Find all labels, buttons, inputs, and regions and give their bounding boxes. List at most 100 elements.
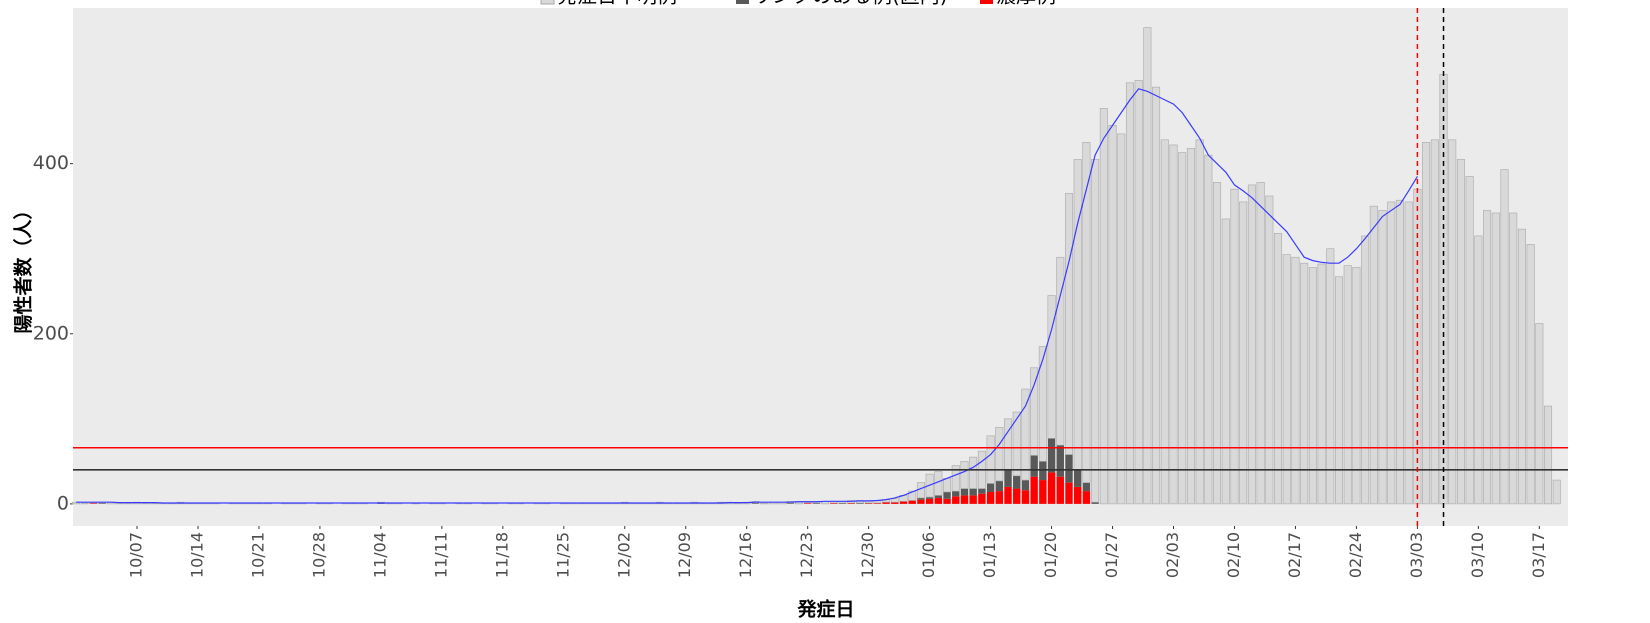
bar — [1004, 418, 1013, 471]
bar — [1239, 201, 1248, 505]
bar — [1039, 480, 1047, 504]
bar — [899, 501, 908, 504]
bar — [1247, 184, 1256, 505]
bar — [1021, 388, 1030, 481]
bar — [1152, 86, 1161, 505]
x-tick-label: 12/09 — [675, 532, 694, 578]
bar — [908, 490, 917, 501]
bar — [1544, 405, 1553, 505]
bar — [1004, 486, 1012, 504]
bar — [952, 496, 960, 504]
y-tick-label: 0 — [57, 492, 69, 514]
bar — [1552, 479, 1561, 505]
bar — [1021, 490, 1030, 504]
x-tick-label: 01/06 — [919, 532, 938, 578]
bar — [890, 498, 899, 503]
bar — [830, 503, 838, 504]
bar — [1282, 254, 1291, 505]
bar — [1204, 154, 1213, 505]
bar — [1535, 323, 1544, 505]
bar — [1378, 210, 1387, 505]
bar — [925, 498, 934, 504]
bar — [1352, 267, 1361, 505]
bar — [1117, 133, 1126, 505]
bar — [751, 503, 760, 504]
bar — [1491, 212, 1500, 505]
bars — [72, 27, 1561, 505]
bar — [1134, 79, 1143, 505]
legend-label: 発症日不明例 — [557, 0, 677, 8]
legend-swatch — [736, 0, 749, 4]
bar — [760, 502, 769, 505]
bar — [1517, 228, 1526, 505]
bar — [1256, 182, 1265, 505]
bar — [986, 491, 995, 504]
bar — [864, 501, 873, 504]
bar — [1091, 159, 1100, 503]
bar — [1509, 212, 1518, 505]
bar — [1456, 159, 1465, 505]
bar — [1369, 205, 1378, 505]
bar — [786, 503, 794, 504]
bar — [995, 480, 1004, 492]
legend-label: 濃厚例 — [996, 0, 1056, 8]
bar — [1021, 480, 1030, 491]
bar — [1064, 193, 1073, 455]
bar — [1334, 276, 1343, 505]
bar — [986, 483, 995, 492]
x-tick-label: 02/17 — [1285, 532, 1304, 578]
bar — [908, 500, 916, 504]
bar — [1056, 256, 1065, 446]
bar — [1230, 188, 1239, 505]
bar — [978, 493, 986, 504]
x-tick-label: 11/18 — [492, 532, 511, 578]
moving-average-line — [76, 88, 1418, 504]
bar — [847, 503, 855, 504]
bar — [1004, 469, 1012, 487]
bar — [1465, 176, 1474, 505]
bar — [1039, 461, 1047, 481]
bar — [960, 461, 969, 489]
x-tick-label: 01/13 — [980, 532, 999, 578]
y-axis-title: 陽性者数（人） — [12, 200, 35, 333]
x-tick-label: 03/03 — [1407, 532, 1426, 578]
x-axis-title: 発症日 — [796, 598, 854, 621]
bar — [1430, 139, 1439, 505]
bar — [916, 482, 925, 499]
bar — [995, 491, 1004, 504]
bar — [934, 497, 943, 504]
bar — [1448, 139, 1457, 505]
bar — [1213, 182, 1222, 505]
bar — [917, 497, 925, 500]
x-tick-label: 11/04 — [370, 532, 389, 578]
bar — [1195, 139, 1204, 505]
bar — [1221, 218, 1230, 505]
bar — [873, 503, 882, 504]
bar — [1082, 491, 1091, 504]
y-tick-label: 400 — [33, 152, 69, 174]
bar — [952, 491, 960, 497]
x-tick-label: 11/25 — [553, 532, 572, 578]
bar — [1073, 159, 1082, 471]
bar — [1395, 199, 1404, 505]
bar — [891, 502, 899, 504]
bar — [803, 503, 812, 504]
x-tick-label: 03/10 — [1468, 532, 1487, 578]
bar — [978, 488, 986, 494]
x-tick-label: 01/20 — [1041, 532, 1060, 578]
bar — [1317, 263, 1326, 505]
bar — [1274, 233, 1283, 505]
bar — [812, 503, 821, 504]
bar — [864, 503, 873, 504]
bar — [1387, 201, 1396, 505]
bar — [969, 488, 977, 496]
bar — [943, 478, 952, 493]
bar — [1125, 82, 1134, 505]
bar — [1308, 267, 1317, 505]
bar — [1099, 108, 1108, 505]
bar — [1030, 367, 1039, 456]
bar — [934, 495, 943, 498]
x-tick-label: 01/27 — [1102, 532, 1121, 578]
bar — [1073, 469, 1082, 487]
